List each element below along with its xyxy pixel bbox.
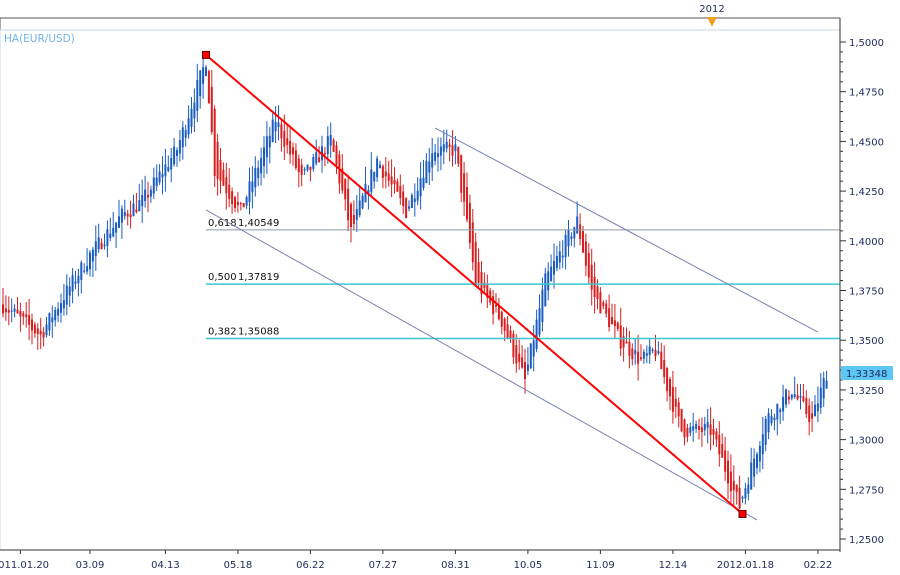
fib-ratio-label: 0,382: [208, 326, 237, 337]
trend-line: [205, 54, 744, 515]
x-tick-label: 11.09: [586, 560, 615, 571]
y-tick-label: 1,2500: [849, 535, 884, 546]
trend-handle: [202, 50, 210, 59]
drawing-objects: 0,618 1,40549 0,500 1,37819 0,382 1,35088: [202, 50, 840, 521]
channel-lower-line: [205, 209, 758, 521]
y-tick-label: 1,4250: [849, 187, 884, 198]
fib-ratio-label: 0,500: [208, 272, 237, 283]
timeline-year-label: 2012: [699, 4, 724, 15]
y-tick-label: 1,3500: [849, 336, 884, 347]
x-tick-label: 07.27: [369, 560, 398, 571]
fib-price-label: 1,35088: [238, 326, 279, 337]
last-price-label: 1,33348: [846, 369, 887, 380]
fib-ratio-label: 0,618: [208, 218, 237, 229]
price-axis[interactable]: 1,5000 1,4750 1,4500 1,4250 1,4000 1,3750 1,35…: [840, 38, 884, 546]
y-tick-label: 1,4500: [849, 137, 884, 148]
y-tick-label: 1,3750: [849, 287, 884, 298]
symbol-label: HA(EUR/USD): [4, 33, 75, 45]
timeline-marker-icon[interactable]: [707, 17, 717, 27]
trend-handle: [738, 509, 747, 518]
fib-price-label: 1,37819: [238, 272, 279, 283]
x-tick-label: 08.31: [441, 560, 470, 571]
x-tick-label: 04.13: [151, 560, 180, 571]
y-tick-label: 1,3000: [849, 436, 884, 447]
plot-area[interactable]: [0, 29, 841, 551]
x-tick-label: 02.22: [804, 560, 833, 571]
y-tick-label: 1,4000: [849, 237, 884, 248]
x-tick-label: 06.22: [296, 560, 325, 571]
x-tick-label: 03.09: [76, 560, 105, 571]
x-tick-label: 05.18: [224, 560, 253, 571]
y-tick-label: 1,2750: [849, 485, 884, 496]
y-tick-label: 1,5000: [849, 38, 884, 49]
x-tick-label: 10.05: [514, 560, 543, 571]
last-price-tag: 1,33348: [841, 366, 893, 381]
x-tick-label: 2012.01.18: [717, 560, 774, 571]
y-tick-label: 1,4750: [849, 88, 884, 99]
y-tick-label: 1,3250: [849, 386, 884, 397]
fib-price-label: 1,40549: [238, 218, 279, 229]
channel-upper-line: [434, 127, 819, 333]
time-axis[interactable]: 2011.01.20 03.09 04.13 05.18 06.22 07.27 08.31…: [0, 550, 832, 571]
x-tick-label: 12.14: [659, 560, 688, 571]
x-tick-label: 2011.01.20: [0, 560, 49, 571]
